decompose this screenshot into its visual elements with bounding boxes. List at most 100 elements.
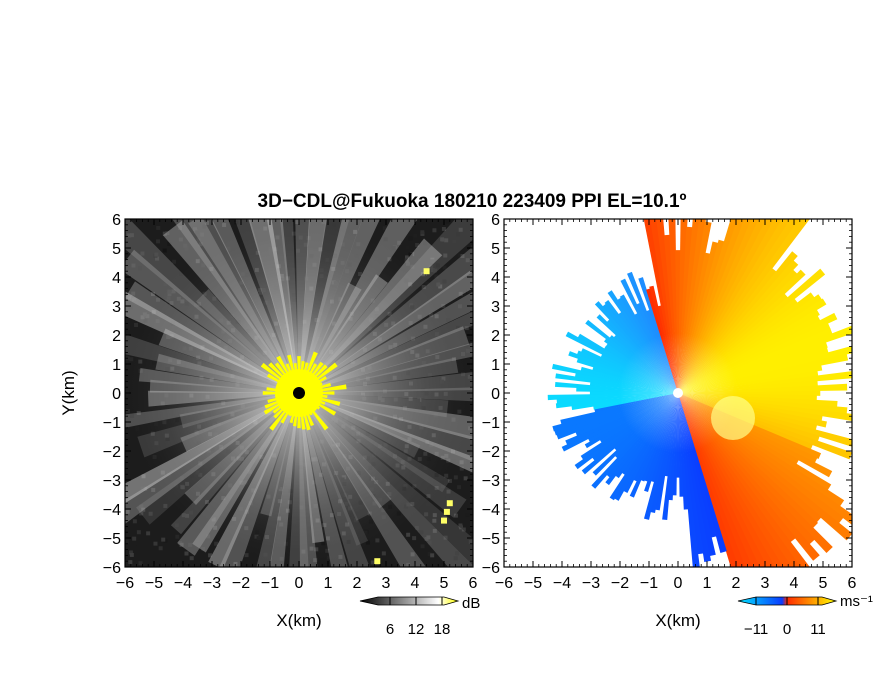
noise-cell bbox=[204, 220, 209, 225]
reflectivity-ray bbox=[299, 357, 459, 393]
noise-cell bbox=[383, 237, 388, 242]
velocity-ray bbox=[678, 390, 821, 396]
noise-cell bbox=[424, 512, 429, 517]
x-tick-label: 1 bbox=[324, 575, 333, 592]
noise-cell bbox=[146, 531, 151, 536]
x-tick-label: −5 bbox=[524, 575, 542, 592]
x-tick-label: −4 bbox=[174, 575, 192, 592]
reflectivity-ray bbox=[299, 393, 427, 567]
reflectivity-ray bbox=[299, 219, 473, 393]
colorbar-tick-label: 12 bbox=[408, 621, 425, 638]
reflectivity-ray bbox=[125, 249, 299, 393]
noise-cell bbox=[464, 326, 469, 331]
noise-cell bbox=[437, 279, 442, 284]
noise-cell bbox=[125, 509, 130, 514]
noise-cell bbox=[471, 232, 473, 237]
noise-cell bbox=[397, 240, 402, 245]
reflectivity-ray bbox=[299, 393, 369, 546]
reflectivity-ray bbox=[299, 393, 449, 418]
noise-cell bbox=[446, 489, 451, 494]
reflectivity-ray bbox=[192, 393, 299, 553]
noise-cell bbox=[128, 560, 133, 565]
reflectivity-ray bbox=[125, 393, 299, 428]
y-tick-label: 5 bbox=[112, 241, 121, 258]
noise-cell bbox=[178, 226, 183, 231]
noise-cell bbox=[127, 233, 132, 238]
x-tick-label: −2 bbox=[611, 575, 629, 592]
y-axis-label: Y(km) bbox=[59, 370, 78, 415]
noise-cell bbox=[129, 552, 134, 557]
x-tick-label: 1 bbox=[703, 575, 712, 592]
reflectivity-ray bbox=[299, 393, 370, 567]
clutter-echo bbox=[443, 508, 450, 515]
x-tick-label: 0 bbox=[674, 575, 683, 592]
velocity-field bbox=[547, 219, 852, 567]
reflectivity-colorbar-unit: dB bbox=[462, 595, 480, 612]
noise-cell bbox=[127, 295, 132, 300]
clutter-echo bbox=[446, 500, 453, 507]
noise-cell bbox=[441, 226, 446, 231]
noise-cell bbox=[370, 560, 375, 565]
colorbar-tick-label: 11 bbox=[810, 621, 826, 638]
noise-cell bbox=[432, 513, 437, 518]
clutter-echo bbox=[441, 517, 447, 524]
y-tick-label: −4 bbox=[103, 502, 121, 519]
reflectivity-ray bbox=[299, 393, 318, 567]
noise-cell bbox=[468, 539, 473, 544]
reflectivity-ray bbox=[188, 219, 299, 393]
x-tick-label: −3 bbox=[203, 575, 221, 592]
reflectivity-ray bbox=[299, 393, 371, 521]
noise-cell bbox=[151, 291, 156, 296]
noise-cell bbox=[432, 518, 437, 523]
noise-cell bbox=[435, 263, 440, 268]
noise-cell bbox=[462, 459, 467, 464]
reflectivity-ray bbox=[299, 326, 470, 393]
noise-cell bbox=[172, 259, 177, 264]
reflectivity-colorbar: 6 12 18 dB bbox=[359, 595, 480, 638]
velocity-ray bbox=[656, 219, 678, 393]
noise-cell bbox=[405, 245, 410, 250]
noise-cell bbox=[417, 257, 422, 262]
reflectivity-ray bbox=[260, 393, 299, 517]
y-tick-label: −6 bbox=[482, 560, 500, 577]
noise-cell bbox=[432, 228, 437, 233]
x-tick-label: −5 bbox=[145, 575, 163, 592]
noise-cell bbox=[178, 237, 183, 242]
reflectivity-ray bbox=[299, 372, 473, 393]
noise-cell bbox=[139, 504, 144, 509]
x-tick-label: 3 bbox=[382, 575, 391, 592]
reflectivity-ray bbox=[125, 393, 299, 524]
noise-cell bbox=[184, 246, 189, 251]
x-tick-label: 3 bbox=[761, 575, 770, 592]
reflectivity-ray bbox=[256, 393, 299, 567]
reflectivity-ray bbox=[299, 291, 473, 393]
reflectivity-ray bbox=[279, 219, 299, 393]
x-tick-label: 6 bbox=[469, 575, 478, 592]
noise-cell bbox=[193, 227, 198, 232]
noise-cell bbox=[456, 232, 461, 237]
reflectivity-ray bbox=[289, 393, 309, 567]
noise-cell bbox=[156, 225, 161, 230]
noise-cell bbox=[408, 236, 413, 241]
noise-cell bbox=[137, 266, 142, 271]
reflectivity-ray bbox=[299, 393, 473, 440]
reflectivity-ray bbox=[210, 219, 299, 393]
reflectivity-ray bbox=[125, 291, 299, 393]
reflectivity-ray bbox=[299, 393, 473, 566]
noise-cell bbox=[129, 233, 134, 238]
y-tick-label: −2 bbox=[103, 444, 121, 461]
noise-cell bbox=[134, 300, 139, 305]
noise-cell bbox=[175, 534, 180, 539]
noise-cell bbox=[125, 433, 130, 438]
reflectivity-axes: −6 −5 −4 −3 −2 −1 0 1 2 3 4 5 6 −6 −5 −4 −3 −2 −1 0 1 2 3 4 5 6 bbox=[103, 212, 478, 592]
velocity-max-zone bbox=[711, 396, 755, 440]
clutter-echo bbox=[423, 268, 430, 275]
reflectivity-ray bbox=[299, 238, 443, 393]
noise-cell bbox=[414, 526, 419, 531]
reflectivity-ray bbox=[177, 393, 299, 556]
noise-cell bbox=[165, 230, 170, 235]
noise-cell bbox=[125, 539, 130, 544]
noise-cell bbox=[151, 487, 156, 492]
velocity-ray bbox=[678, 393, 739, 567]
y-tick-label: −3 bbox=[103, 473, 121, 490]
